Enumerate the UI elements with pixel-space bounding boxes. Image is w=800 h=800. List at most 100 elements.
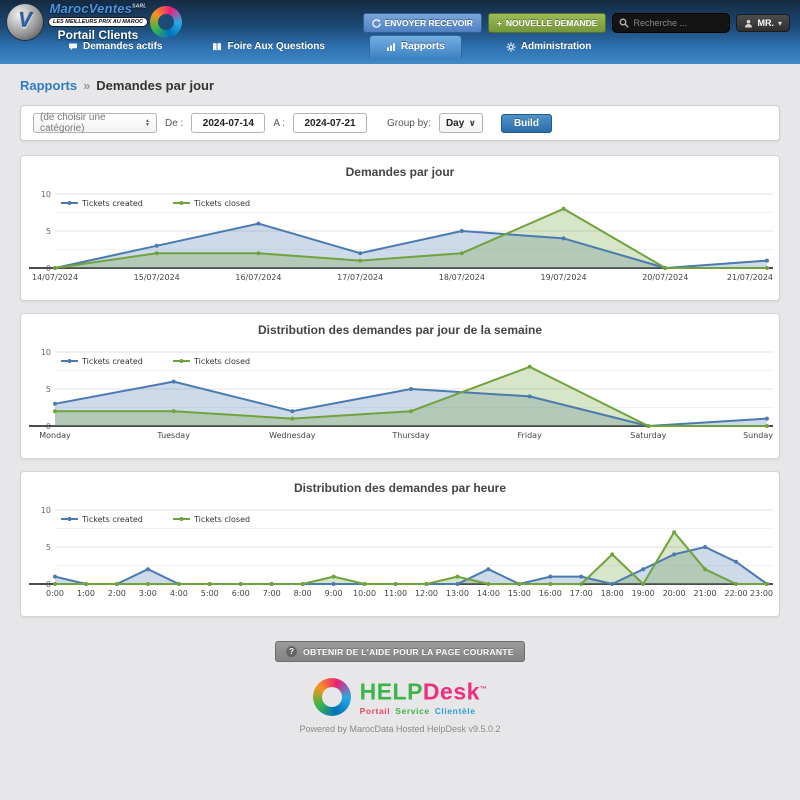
brand: V MarocVentesSARL LES MEILLEURS PRIX AU …	[6, 1, 182, 42]
breadcrumb: Rapports » Demandes par jour	[20, 64, 780, 105]
svg-text:19:00: 19:00	[632, 589, 655, 598]
svg-text:0:00: 0:00	[46, 589, 64, 598]
breadcrumb-rapports-link[interactable]: Rapports	[20, 78, 78, 93]
from-date-field[interactable]	[191, 113, 266, 133]
svg-text:5: 5	[46, 543, 51, 552]
refresh-icon	[371, 18, 381, 28]
svg-text:5: 5	[46, 227, 51, 236]
to-date-field[interactable]	[293, 113, 368, 133]
svg-text:5:00: 5:00	[201, 589, 219, 598]
svg-text:Thursday: Thursday	[391, 431, 429, 440]
svg-text:17/07/2024: 17/07/2024	[337, 273, 383, 282]
helpdesk-logo-subtitle: Portail Service Clientèle	[359, 705, 476, 716]
bar-chart-icon	[386, 42, 396, 52]
brand-subtitle: Portail Clients	[57, 28, 139, 42]
page-title: Demandes par jour	[96, 78, 215, 93]
search-box[interactable]	[612, 13, 731, 33]
svg-text:10: 10	[41, 190, 51, 199]
search-input[interactable]	[633, 18, 719, 28]
main-nav: Demandes actifs Foire Aux Questions Rapp…	[0, 35, 800, 58]
svg-text:Tickets created: Tickets created	[81, 199, 143, 208]
svg-text:4:00: 4:00	[170, 589, 188, 598]
new-request-button[interactable]: + NOUVELLE DEMANDE	[487, 13, 607, 33]
brand-emblem-logo: V	[6, 2, 44, 41]
nav-item-administration[interactable]: Administration	[500, 37, 598, 58]
svg-text:14/07/2024: 14/07/2024	[32, 273, 78, 282]
svg-text:10:00: 10:00	[353, 589, 376, 598]
group-by-select[interactable]: Day ∨	[438, 113, 483, 133]
svg-text:Monday: Monday	[39, 431, 71, 440]
svg-text:8:00: 8:00	[294, 589, 312, 598]
brand-name: MarocVentesSARL	[49, 1, 147, 16]
brand-ring-logo	[150, 5, 182, 38]
brand-suffix: SARL	[132, 3, 147, 10]
powered-by-text: Powered by MarocData Hosted HelpDesk v9.…	[299, 724, 501, 734]
svg-text:Saturday: Saturday	[630, 431, 666, 440]
app-header: V MarocVentesSARL LES MEILLEURS PRIX AU …	[0, 0, 800, 64]
page-help-button[interactable]: ? OBTENIR DE L'AIDE POUR LA PAGE COURANT…	[275, 641, 525, 662]
chart-demandes-par-jour: 051014/07/202415/07/202416/07/202417/07/…	[29, 184, 773, 294]
helpdesk-logo: HELPDesk™ Portail Service Clientèle	[312, 678, 488, 716]
chevron-down-icon: ∨	[468, 117, 476, 128]
nav-item-demandes-actifs[interactable]: Demandes actifs	[62, 37, 168, 58]
svg-text:15/07/2024: 15/07/2024	[134, 273, 180, 282]
svg-text:15:00: 15:00	[508, 589, 531, 598]
chart-panel-par-heure: Distribution des demandes par heure 0510…	[20, 471, 780, 617]
svg-text:Friday: Friday	[518, 431, 543, 440]
chart-jour-semaine: 0510MondayTuesdayWednesdayThursdayFriday…	[29, 342, 773, 452]
page-footer: ? OBTENIR DE L'AIDE POUR LA PAGE COURANT…	[20, 641, 780, 764]
svg-text:16:00: 16:00	[539, 589, 562, 598]
to-label: A :	[273, 117, 286, 129]
select-arrows-icon: ▲ ▼	[145, 118, 150, 128]
svg-text:20/07/2024: 20/07/2024	[642, 273, 688, 282]
page-content: Rapports » Demandes par jour (de choisir…	[0, 64, 800, 764]
nav-item-rapports[interactable]: Rapports	[368, 35, 462, 58]
helpdesk-logo-title: HELPDesk™	[359, 678, 488, 705]
svg-text:14:00: 14:00	[477, 589, 500, 598]
build-button[interactable]: Build	[500, 113, 552, 133]
svg-text:7:00: 7:00	[263, 589, 281, 598]
svg-text:16/07/2024: 16/07/2024	[235, 273, 281, 282]
plus-icon: +	[496, 18, 502, 28]
question-mark-icon: ?	[286, 646, 298, 657]
svg-text:20:00: 20:00	[663, 589, 686, 598]
from-label: De :	[165, 117, 184, 129]
gear-icon	[506, 41, 516, 52]
svg-text:23:00: 23:00	[750, 589, 773, 598]
svg-text:19/07/2024: 19/07/2024	[541, 273, 587, 282]
group-by-label: Group by:	[387, 117, 431, 129]
chart-title: Distribution des demandes par heure	[293, 481, 507, 495]
breadcrumb-separator: »	[83, 78, 91, 93]
svg-text:6:00: 6:00	[232, 589, 250, 598]
chart-panel-jour-semaine: Distribution des demandes par jour de la…	[20, 313, 780, 459]
svg-text:12:00: 12:00	[415, 589, 438, 598]
svg-text:10: 10	[41, 348, 51, 357]
chart-par-heure: 05100:001:002:003:004:005:006:007:008:00…	[29, 500, 773, 610]
svg-text:21:00: 21:00	[694, 589, 717, 598]
chart-title: Demandes par jour	[345, 165, 455, 179]
svg-text:11:00: 11:00	[384, 589, 407, 598]
user-menu-button[interactable]: MR. ▾	[736, 14, 790, 32]
svg-text:17:00: 17:00	[570, 589, 593, 598]
helpdesk-ring-icon	[312, 678, 351, 716]
send-receive-button[interactable]: ENVOYER RECEVOIR	[362, 13, 482, 33]
svg-text:Tickets closed: Tickets closed	[193, 357, 250, 366]
svg-text:2:00: 2:00	[108, 589, 126, 598]
svg-text:21/07/2024: 21/07/2024	[727, 273, 773, 282]
svg-text:Wednesday: Wednesday	[269, 431, 316, 440]
trademark-symbol: ™	[479, 686, 488, 694]
svg-text:Tickets closed: Tickets closed	[193, 515, 250, 524]
search-icon	[619, 18, 630, 28]
brand-tagline: LES MEILLEURS PRIX AU MAROC	[48, 17, 148, 27]
category-select[interactable]: (de choisir une catégorie) ▲ ▼	[33, 112, 157, 134]
nav-item-faq[interactable]: Foire Aux Questions	[206, 37, 330, 58]
svg-text:1:00: 1:00	[77, 589, 95, 598]
topbar-actions: ENVOYER RECEVOIR + NOUVELLE DEMANDE MR. …	[362, 13, 790, 33]
user-icon	[744, 19, 753, 28]
svg-text:5: 5	[46, 385, 51, 394]
svg-text:22:00: 22:00	[725, 589, 748, 598]
chart-title: Distribution des demandes par jour de la…	[257, 323, 543, 337]
svg-text:3:00: 3:00	[139, 589, 157, 598]
book-icon	[212, 42, 222, 52]
speech-bubble-icon	[68, 42, 78, 52]
